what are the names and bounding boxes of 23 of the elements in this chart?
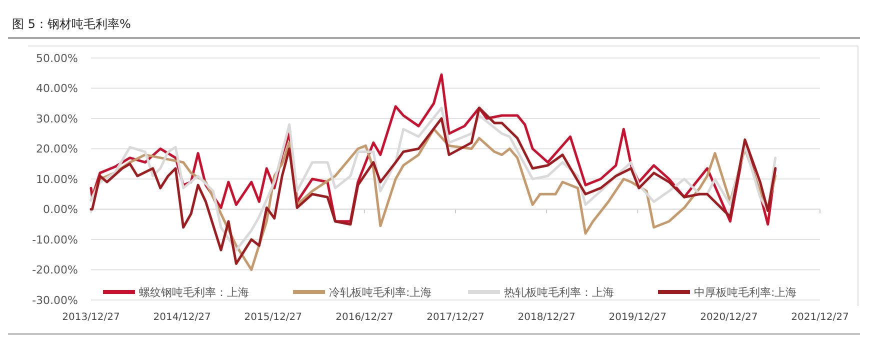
x-tick-label: 2013/12/27 <box>62 312 120 323</box>
y-tick-label: 20.00% <box>36 142 78 156</box>
y-tick-label: -10.00% <box>32 233 78 246</box>
legend-label: 热轧板吨毛利率：上海 <box>504 286 614 299</box>
y-tick-label: 0.00% <box>43 203 78 216</box>
y-tick-label: 30.00% <box>36 112 78 126</box>
x-tick-label: 2015/12/27 <box>244 312 302 323</box>
y-tick-label: -20.00% <box>32 264 78 277</box>
x-tick-label: 2020/12/27 <box>700 312 758 323</box>
x-tick-label: 2016/12/27 <box>336 312 394 323</box>
x-tick-label: 2018/12/27 <box>518 312 576 323</box>
y-tick-label: 50.00% <box>36 52 78 65</box>
x-tick-label: 2017/12/27 <box>426 312 484 323</box>
legend-label: 螺纹钢吨毛利率：上海 <box>139 286 249 299</box>
x-tick-label: 2019/12/27 <box>608 312 666 323</box>
legend-label: 冷轧板吨毛利率:上海 <box>329 286 432 299</box>
legend-label: 中厚板吨毛利率:上海 <box>694 286 797 299</box>
y-tick-label: 40.00% <box>36 82 78 96</box>
y-tick-label: -30.00% <box>32 294 78 307</box>
x-tick-label: 2021/12/27 <box>791 312 849 323</box>
x-tick-label: 2014/12/27 <box>153 312 211 323</box>
y-tick-label: 10.00% <box>36 172 78 186</box>
chart-title: 图 5：钢材吨毛利率% <box>12 17 131 31</box>
